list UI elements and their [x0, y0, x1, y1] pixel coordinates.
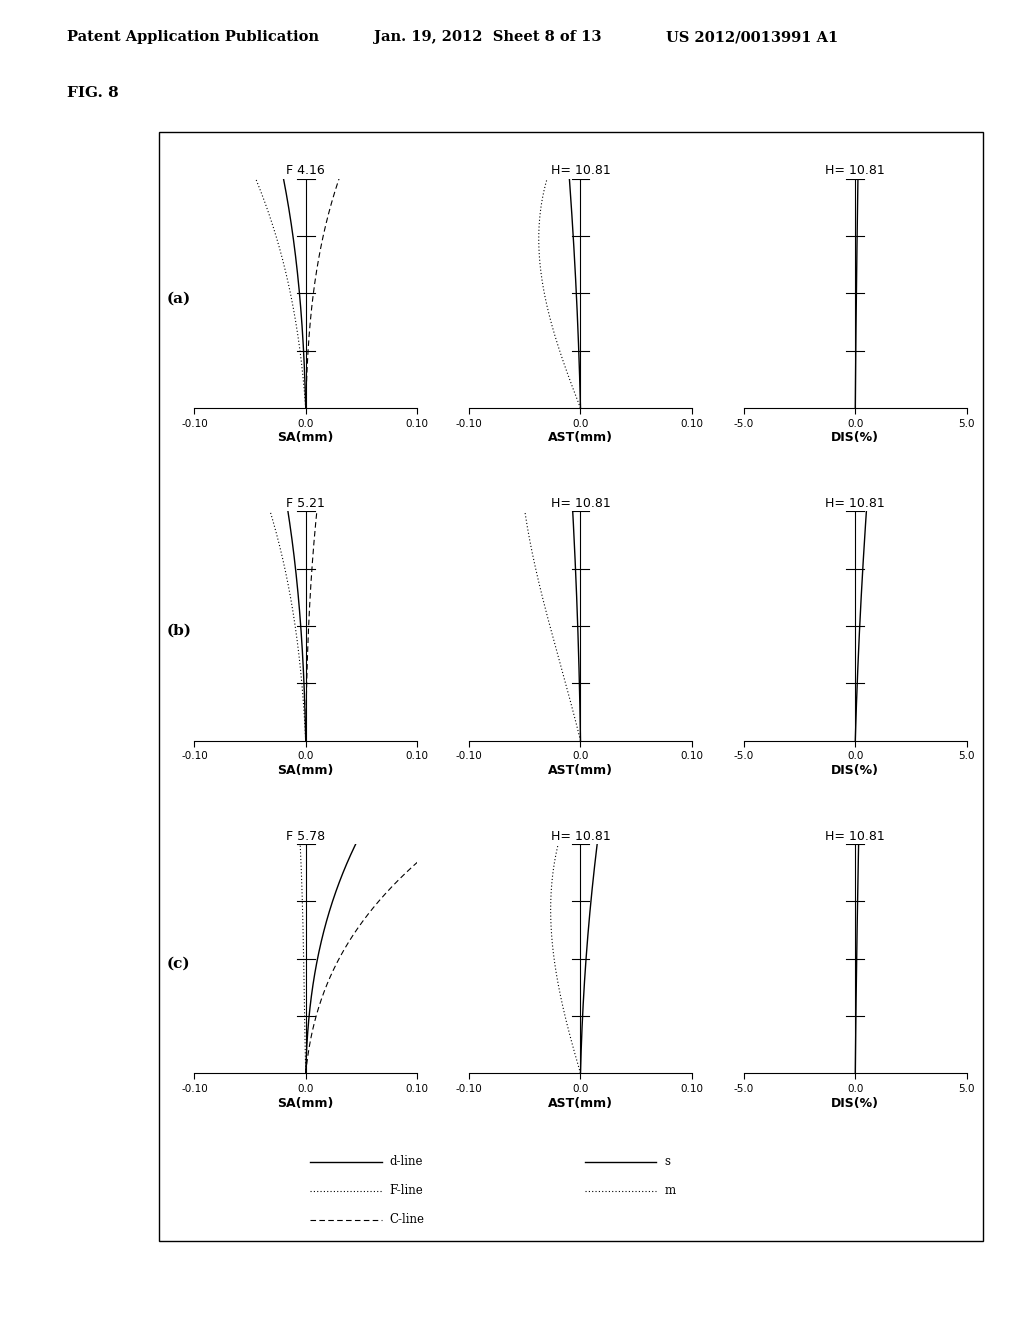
Text: Patent Application Publication: Patent Application Publication [67, 30, 318, 45]
Title: H= 10.81: H= 10.81 [825, 830, 885, 842]
X-axis label: DIS(%): DIS(%) [831, 764, 880, 777]
X-axis label: DIS(%): DIS(%) [831, 1097, 880, 1110]
Text: F-line: F-line [390, 1184, 424, 1197]
Title: H= 10.81: H= 10.81 [825, 165, 885, 177]
Text: (a): (a) [167, 292, 191, 305]
Title: H= 10.81: H= 10.81 [825, 498, 885, 510]
Title: F 5.21: F 5.21 [287, 498, 326, 510]
Title: H= 10.81: H= 10.81 [551, 830, 610, 842]
Text: US 2012/0013991 A1: US 2012/0013991 A1 [666, 30, 838, 45]
Text: (c): (c) [167, 957, 190, 970]
X-axis label: AST(mm): AST(mm) [548, 764, 613, 777]
X-axis label: SA(mm): SA(mm) [278, 764, 334, 777]
Title: H= 10.81: H= 10.81 [551, 498, 610, 510]
Title: F 5.78: F 5.78 [286, 830, 326, 842]
Title: H= 10.81: H= 10.81 [551, 165, 610, 177]
Text: (b): (b) [167, 624, 191, 638]
Text: C-line: C-line [390, 1213, 425, 1226]
X-axis label: SA(mm): SA(mm) [278, 432, 334, 445]
X-axis label: SA(mm): SA(mm) [278, 1097, 334, 1110]
Text: m: m [665, 1184, 676, 1197]
Text: d-line: d-line [390, 1155, 423, 1168]
X-axis label: DIS(%): DIS(%) [831, 432, 880, 445]
X-axis label: AST(mm): AST(mm) [548, 432, 613, 445]
X-axis label: AST(mm): AST(mm) [548, 1097, 613, 1110]
Title: F 4.16: F 4.16 [287, 165, 325, 177]
Text: Jan. 19, 2012  Sheet 8 of 13: Jan. 19, 2012 Sheet 8 of 13 [374, 30, 601, 45]
Text: s: s [665, 1155, 671, 1168]
Text: FIG. 8: FIG. 8 [67, 86, 119, 100]
